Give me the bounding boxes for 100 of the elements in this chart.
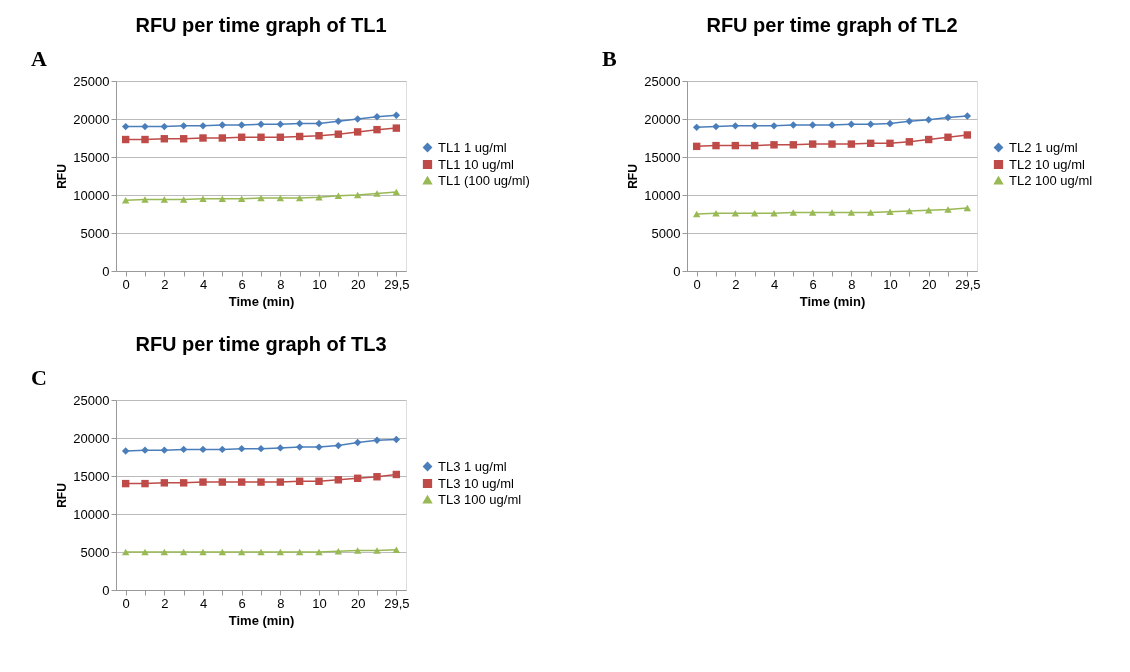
point (886, 208, 894, 215)
x-tick-label: 2 (161, 276, 169, 292)
x-tick-label: 2 (161, 595, 169, 611)
point (315, 132, 323, 140)
point (963, 204, 972, 212)
point (141, 122, 149, 131)
y-tick-label: 10000 (73, 187, 110, 203)
point (353, 128, 362, 136)
point (237, 478, 246, 486)
point (257, 478, 265, 486)
y-tick-label: 15000 (73, 468, 110, 484)
point (160, 446, 169, 454)
point (295, 548, 304, 556)
point (334, 117, 343, 125)
x-tick-label: 4 (199, 276, 208, 292)
point (237, 444, 246, 453)
point (692, 123, 701, 132)
point (141, 479, 149, 488)
legend-label: TL2 10 ug/ml (1009, 156, 1085, 172)
point (141, 196, 149, 203)
point (944, 133, 952, 141)
point (789, 121, 798, 129)
point (886, 119, 894, 128)
x-tick-label: 20 (921, 276, 937, 292)
y-tick-label: 5000 (651, 225, 681, 241)
x-tick-label: 6 (238, 595, 246, 611)
y-tick-label: 20000 (644, 111, 681, 127)
point (218, 445, 227, 454)
y-axis-title: RFU (55, 483, 70, 508)
point (866, 120, 875, 129)
point (179, 479, 188, 487)
y-tick-label: 20000 (73, 111, 110, 127)
text: A (31, 46, 47, 71)
x-tick-label: 6 (238, 276, 246, 292)
point (847, 120, 856, 129)
x-tick-label: 29,5 (384, 595, 410, 611)
point (334, 476, 343, 484)
x-tick-label: 10 (883, 276, 898, 292)
point (334, 192, 343, 199)
point (373, 190, 381, 197)
point (828, 140, 836, 148)
x-tick-label: 4 (199, 595, 208, 611)
point (750, 122, 759, 130)
x-tick-label: 0 (122, 595, 130, 611)
y-tick-label: 5000 (80, 225, 110, 241)
x-tick-label: 29,5 (384, 276, 410, 292)
x-tick-label: 8 (277, 276, 285, 292)
point (924, 116, 933, 124)
legend-label: TL2 1 ug/ml (1009, 139, 1078, 155)
point (121, 197, 130, 204)
point (770, 141, 778, 149)
point (179, 548, 188, 556)
point (141, 135, 149, 144)
legend-label: TL1 (100 ug/ml) (438, 172, 530, 188)
legend-label: TL1 10 ug/ml (438, 156, 514, 172)
point (808, 209, 817, 216)
point (121, 447, 130, 455)
point (692, 210, 701, 218)
point (905, 117, 914, 125)
point (828, 209, 836, 216)
point (218, 548, 227, 556)
point (712, 141, 720, 150)
point (276, 478, 285, 486)
point (179, 122, 188, 130)
y-tick-label: 25000 (644, 73, 681, 89)
x-tick-label: 10 (312, 276, 327, 292)
point (179, 196, 188, 203)
point (353, 115, 362, 123)
chart-title: RFU per time graph of TL2 (706, 14, 958, 36)
x-tick-label: 20 (350, 276, 366, 292)
point (295, 194, 304, 202)
point (353, 191, 362, 199)
point (353, 547, 362, 554)
point (905, 207, 914, 215)
x-tick-label: 29,5 (955, 276, 981, 292)
point (218, 195, 227, 203)
chart-title: RFU per time graph of TL3 (135, 333, 387, 355)
point (789, 209, 798, 216)
y-tick-label: 25000 (73, 392, 110, 408)
legend-label: TL3 10 ug/ml (438, 475, 514, 491)
text: B (602, 46, 617, 71)
point (924, 206, 933, 214)
point (199, 548, 207, 556)
point (257, 548, 265, 556)
point (160, 196, 169, 203)
point (257, 133, 265, 141)
point (141, 548, 149, 556)
y-tick-label: 25000 (73, 73, 110, 89)
point (373, 473, 381, 481)
point (353, 438, 362, 447)
y-tick-label: 15000 (73, 149, 110, 165)
point (179, 445, 188, 454)
point (199, 134, 207, 142)
point (276, 194, 285, 202)
text: C (31, 365, 47, 390)
point (121, 548, 130, 556)
x-axis-title: Time (min) (228, 612, 295, 628)
point (886, 139, 894, 148)
point (963, 131, 972, 139)
y-tick-label: 0 (673, 263, 681, 279)
